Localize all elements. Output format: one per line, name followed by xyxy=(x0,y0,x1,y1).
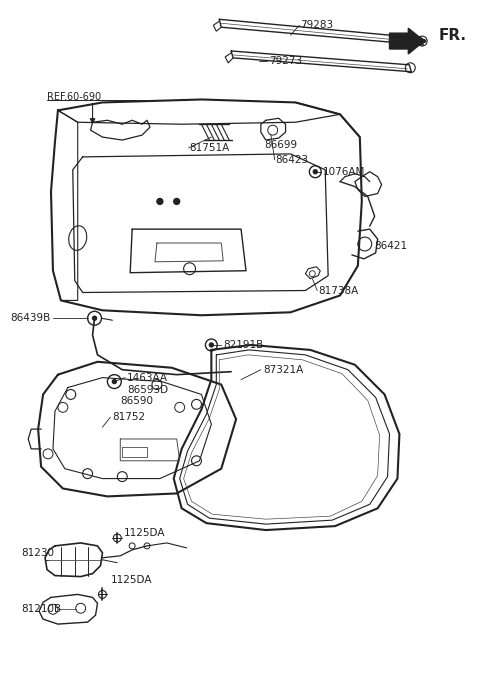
Text: 86423: 86423 xyxy=(276,155,309,165)
Text: 81230: 81230 xyxy=(21,548,54,558)
Text: REF.60-690: REF.60-690 xyxy=(47,93,101,102)
Text: 86699: 86699 xyxy=(264,140,297,150)
Text: 79273: 79273 xyxy=(269,56,302,66)
FancyArrow shape xyxy=(390,28,424,54)
Text: 87321A: 87321A xyxy=(263,365,303,374)
Circle shape xyxy=(112,380,116,383)
Text: 81752: 81752 xyxy=(112,412,145,422)
Text: 1076AM: 1076AM xyxy=(323,166,366,177)
Text: 86593D: 86593D xyxy=(127,385,168,394)
Text: FR.: FR. xyxy=(439,28,467,43)
Text: 82191B: 82191B xyxy=(223,340,264,350)
Text: 79283: 79283 xyxy=(300,20,334,30)
Circle shape xyxy=(157,198,163,205)
Circle shape xyxy=(174,198,180,205)
Text: 86421: 86421 xyxy=(375,241,408,251)
Text: 81738A: 81738A xyxy=(318,286,359,295)
Circle shape xyxy=(209,343,213,347)
Text: 81210B: 81210B xyxy=(21,604,61,614)
Circle shape xyxy=(93,316,96,321)
Circle shape xyxy=(313,170,317,174)
Text: 86439B: 86439B xyxy=(11,313,51,323)
Text: 81751A: 81751A xyxy=(190,143,230,153)
Text: 86590: 86590 xyxy=(120,396,153,406)
Text: 1463AA: 1463AA xyxy=(127,372,168,383)
Text: 1125DA: 1125DA xyxy=(124,528,166,538)
Text: 1125DA: 1125DA xyxy=(110,574,152,584)
